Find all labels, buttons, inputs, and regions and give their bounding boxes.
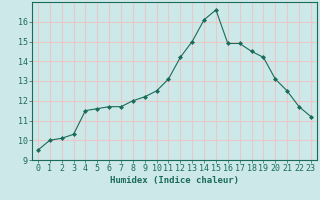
X-axis label: Humidex (Indice chaleur): Humidex (Indice chaleur)	[110, 176, 239, 185]
